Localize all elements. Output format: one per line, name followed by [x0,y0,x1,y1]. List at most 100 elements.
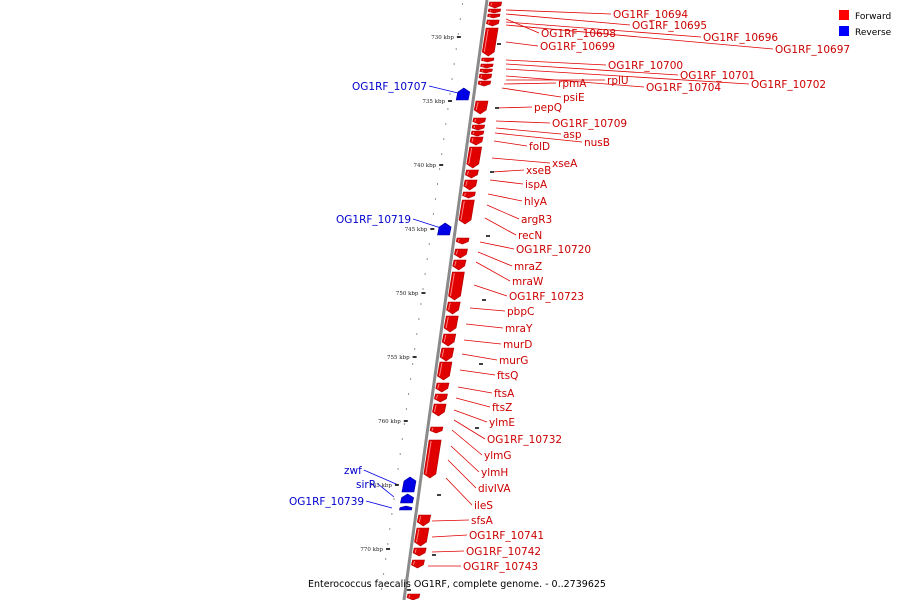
feature-highlight [445,316,449,329]
feature-highlight [490,2,493,6]
gene-label-hlyA: hlyA [524,196,548,208]
forward-gene-feature [458,199,475,225]
gene-label-OG1RF_10741: OG1RF_10741 [469,530,544,542]
feature-highlight [482,64,484,67]
legend-reverse-label: Reverse [855,28,892,38]
leader-line [475,261,511,282]
label-leader-lines [363,9,774,567]
feature-highlight [448,302,451,311]
feature-highlight [441,348,445,358]
gene-label-pepQ: pepQ [534,102,562,114]
leader-line [491,169,525,173]
gene-label-rplU: rplU [607,75,629,87]
gene-label-OG1RF_10702: OG1RF_10702 [751,79,826,91]
leader-line [363,469,397,485]
forward-gene-feature [477,80,492,87]
gene-label-asp: asp [563,129,582,141]
feature-highlight [465,180,468,187]
feature-highlight [479,81,482,85]
leader-line [495,106,533,109]
feature-highlight [443,334,447,343]
feature-highlight [433,404,437,413]
leader-line [505,13,631,26]
feature-highlight [460,200,465,221]
gene-label-OG1RF_10732: OG1RF_10732 [487,434,562,446]
leader-line [505,21,702,38]
forward-gene-feature [479,68,493,74]
leader-line [431,519,470,522]
feature-highlight [489,14,491,17]
tick-label: 760 kbp [378,419,401,425]
feature-highlight [438,362,443,377]
forward-gene-feature [487,13,501,19]
leader-line [495,120,551,124]
gene-label-mraW: mraW [512,276,544,288]
tick-label: 730 kbp [431,35,454,41]
gene-label-ileS: ileS [474,500,493,512]
gene-label-OG1RF_10719: OG1RF_10719 [336,214,411,226]
gene-label-OG1RF_10743: OG1RF_10743 [463,561,538,573]
feature-highlight [457,238,460,242]
gene-label-ylmE: ylmE [489,417,515,429]
feature-highlight [437,383,440,389]
leader-line [431,534,468,538]
forward-gene-feature [414,527,430,547]
leader-line [505,59,607,66]
leader-line [495,127,562,135]
gene-label-OG1RF_10709: OG1RF_10709 [552,118,627,130]
legend-reverse-swatch [839,26,849,36]
leader-line [457,386,493,394]
feature-highlight [472,131,475,135]
forward-gene-feature [471,124,486,131]
leader-line [477,251,513,267]
gene-label-OG1RF_10700: OG1RF_10700 [608,60,683,72]
gene-label-OG1RF_10697: OG1RF_10697 [775,44,850,56]
leader-line [461,353,498,361]
feature-highlight [487,20,490,24]
legend-forward-label: Forward [855,12,891,22]
feature-highlight [464,192,466,196]
leader-line [473,284,508,297]
gene-label-ylmH: ylmH [481,467,508,479]
leader-line [451,429,483,456]
legend-forward-swatch [839,10,849,20]
gene-label-zwf: zwf [344,465,362,477]
gene-label-murD: murD [503,339,532,351]
gene-label-ispA: ispA [525,179,548,191]
leader-line [505,63,679,76]
legend: Forward Reverse [839,10,892,38]
gene-label-ftsQ: ftsQ [497,370,518,382]
leader-line [447,459,477,489]
gene-label-OG1RF_10720: OG1RF_10720 [516,244,591,256]
forward-gene-feature [406,593,421,600]
feature-highlight [412,560,416,565]
tick-label: 770 kbp [360,547,383,553]
feature-highlight [471,137,474,142]
gene-label-murG: murG [499,355,528,367]
leader-line [484,217,517,236]
leader-line [469,307,506,312]
gene-label-ftsZ: ftsZ [492,402,512,414]
gene-features [399,1,503,600]
leader-line [453,409,488,423]
tick-label: 745 kbp [405,227,428,233]
feature-highlight [454,260,457,267]
feature-highlight [435,394,438,399]
leader-line [505,75,645,88]
leader-line [428,85,463,95]
gene-label-OG1RF_10695: OG1RF_10695 [632,20,707,32]
gene-label-sirR: sirR [356,479,376,491]
leader-line [463,339,502,345]
feature-highlight [475,101,479,111]
leader-line [501,87,562,98]
leader-line [455,397,491,408]
forward-gene-feature [481,27,499,57]
forward-gene-feature [478,73,493,81]
feature-highlight [489,9,492,12]
map-caption: Enterococcus faecalis OG1RF, complete ge… [308,579,606,590]
feature-highlight [468,147,473,165]
feature-highlight [455,249,459,255]
feature-highlight [415,528,420,543]
gene-label-divIVA: divIVA [478,483,511,495]
